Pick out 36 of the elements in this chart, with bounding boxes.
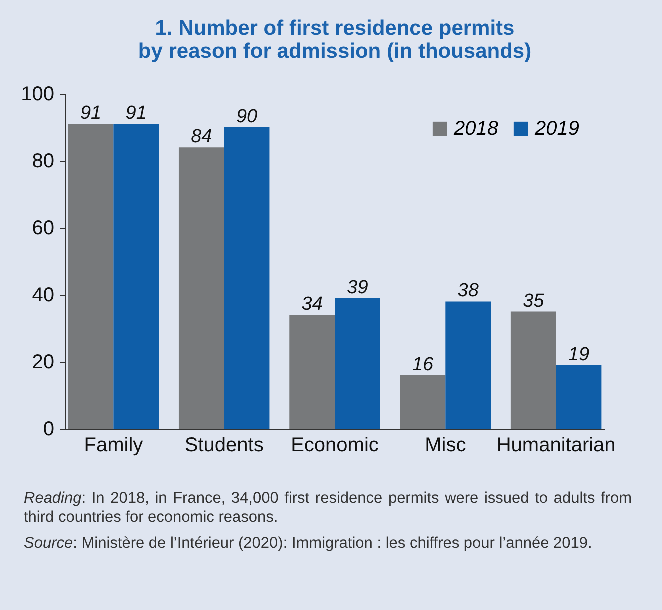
x-tick-label: Students <box>184 434 264 456</box>
data-label: 34 <box>302 294 323 316</box>
x-tick-label: Humanitarian <box>496 434 616 456</box>
data-label: 90 <box>236 106 258 128</box>
data-label: 38 <box>458 280 480 302</box>
legend-label: 2018 <box>453 118 498 140</box>
bar <box>68 124 114 429</box>
data-label: 91 <box>80 103 102 124</box>
x-tick-label: Family <box>84 434 144 456</box>
bar <box>114 124 160 429</box>
bar <box>224 128 270 429</box>
data-label: 84 <box>191 126 212 148</box>
bar <box>400 375 446 429</box>
chart-title: 1. Number of first residence permits by reason for admission (in thousands) <box>138 17 532 63</box>
x-tick-label: Misc <box>425 434 466 456</box>
y-tick-label: 20 <box>32 352 54 374</box>
y-tick-label: 0 <box>43 418 54 440</box>
data-label: 35 <box>523 290 545 312</box>
legend-label: 2019 <box>534 118 580 140</box>
data-label: 16 <box>412 354 434 376</box>
data-label: 39 <box>347 277 369 298</box>
y-tick-label: 80 <box>32 150 54 172</box>
bar <box>510 312 556 429</box>
data-label: 19 <box>568 344 590 366</box>
y-tick-label: 100 <box>21 84 54 106</box>
bar <box>290 315 335 429</box>
y-tick-label: 40 <box>32 284 54 306</box>
x-tick-label: Economic <box>291 434 379 456</box>
source-note: Source: Ministère de l’Intérieur (2020): Immigration : les chiffres pour l’année 2019. <box>24 535 594 554</box>
data-label: 91 <box>126 103 147 124</box>
bar <box>446 302 492 429</box>
bar <box>178 148 224 429</box>
bar <box>556 365 602 429</box>
bar <box>335 298 380 429</box>
y-tick-label: 60 <box>32 218 54 240</box>
text: Reading: In 2018, in France, 34,000 first residence permits were issued to adults from third countries for economic reasons. <box>24 490 632 528</box>
